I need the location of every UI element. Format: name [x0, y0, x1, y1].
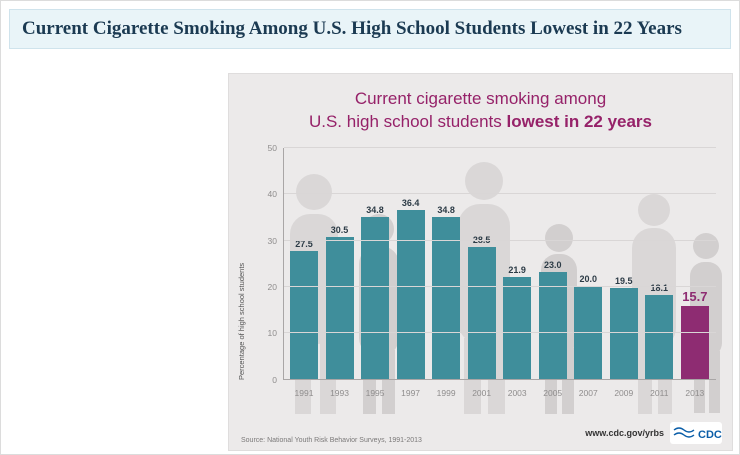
x-tick-label: 2011: [650, 387, 669, 398]
x-tick-label: 1991: [294, 387, 314, 398]
website-url: www.cdc.gov/yrbs: [585, 428, 664, 438]
bar: [361, 217, 390, 379]
x-axis-line: [283, 378, 716, 380]
bar: [645, 294, 674, 379]
chart-footer: Source: National Youth Risk Behavior Sur…: [241, 422, 722, 444]
y-tick-label: 50: [267, 142, 277, 153]
chart-title-line2: U.S. high school students lowest in 22 y…: [229, 111, 732, 134]
chart-title-line1: Current cigarette smoking among: [354, 89, 607, 108]
website-and-logo: www.cdc.gov/yrbs CDC: [585, 422, 722, 444]
x-tick-row: 1991 1993 1995 1997 1999 2001 2003 2005 2007 2009…: [290, 388, 709, 398]
bar: [396, 209, 425, 379]
infographic-card: Current cigarette smoking among U.S. hig…: [228, 73, 733, 451]
chart-title-line2-bold: lowest in 22 years: [506, 111, 653, 131]
bar-column: 20.0: [574, 274, 603, 379]
bar: [432, 217, 461, 379]
y-tick-label: 30: [267, 235, 277, 246]
bar: [290, 251, 318, 379]
bar-value-label: 15.7: [682, 289, 708, 305]
y-tick-label: 40: [267, 189, 277, 200]
bar: [467, 246, 496, 379]
bar: [325, 237, 354, 379]
x-tick-label: 2005: [543, 387, 563, 398]
bar-column: 27.5: [290, 239, 318, 379]
bar-column: 36.4: [396, 197, 425, 379]
x-tick-label: 2001: [472, 387, 492, 398]
y-tick-label: 10: [267, 328, 277, 339]
bar-column: 30.5: [325, 225, 354, 379]
y-axis-label: Percentage of high school students: [237, 262, 246, 380]
chart-title-line2-regular: U.S. high school students: [308, 111, 507, 131]
bar-value-label: 30.5: [330, 225, 349, 236]
bar-column: 34.8: [361, 205, 390, 379]
gridline: [284, 332, 716, 334]
bar-column: 28.5: [467, 234, 496, 379]
gridline: [284, 239, 716, 241]
bar-value-label: 28.5: [472, 234, 491, 245]
bar-column: 23.0: [538, 260, 567, 379]
bar-value-label: 20.0: [579, 274, 598, 285]
bar-value-label: 23.0: [543, 260, 562, 271]
bar-value-label: 36.4: [401, 197, 420, 208]
bar-value-label: 19.5: [615, 276, 633, 287]
bar-value-label: 27.5: [295, 239, 313, 250]
x-tick-label: 2009: [614, 387, 634, 398]
bar-column: 19.5: [609, 276, 638, 379]
bar: [538, 272, 567, 379]
bar: [609, 288, 638, 379]
x-tick-label: 2003: [507, 387, 527, 398]
bars-container: 27.5 30.5 34.8 36.4 34.8 28.5 21.9 23.0 20.0 19.5…: [290, 147, 709, 379]
gridline: [284, 146, 716, 148]
gridline: [284, 286, 716, 288]
bar-value-label: 34.8: [437, 205, 455, 216]
x-tick-label: 1995: [365, 387, 385, 398]
x-tick-label: 1999: [436, 387, 456, 398]
y-tick-label: 20: [267, 282, 277, 293]
cdc-logo-text: CDC: [698, 429, 722, 441]
bar-column: 18.1: [645, 282, 674, 379]
bar-column: 21.9: [503, 265, 532, 379]
bar-column: 34.8: [432, 205, 461, 379]
bar: [680, 306, 709, 379]
bar-column: 15.7: [680, 289, 709, 379]
bar-value-label: 34.8: [366, 205, 384, 216]
bar-value-label: 21.9: [508, 265, 526, 276]
x-tick-label: 1993: [330, 387, 349, 398]
page-title: Current Cigarette Smoking Among U.S. Hig…: [9, 9, 731, 49]
x-tick-label: 1997: [401, 387, 421, 398]
y-axis-line: [283, 147, 284, 380]
cdc-logo-icon: CDC: [670, 422, 722, 444]
bar-value-label: 18.1: [650, 282, 669, 293]
x-tick-label: 2007: [578, 387, 598, 398]
y-tick-label: 0: [272, 374, 277, 385]
chart-title: Current cigarette smoking among U.S. hig…: [229, 88, 732, 134]
bar: [503, 277, 532, 379]
plot-area: Percentage of high school students 27.5 3…: [237, 143, 716, 398]
gridline: [284, 193, 716, 195]
bar: [574, 286, 603, 379]
source-note: Source: National Youth Risk Behavior Sur…: [241, 437, 422, 444]
x-tick-label: 2013: [685, 387, 705, 398]
